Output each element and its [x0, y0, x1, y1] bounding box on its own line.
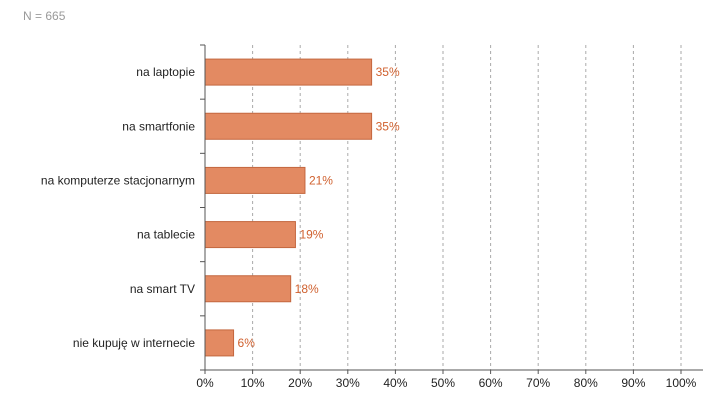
category-label: na tablecie [137, 228, 195, 242]
bar [204, 329, 235, 357]
bar [204, 58, 373, 86]
value-label: 6% [238, 336, 256, 350]
category-label: na smart TV [130, 282, 195, 296]
x-tick-label: 20% [288, 376, 312, 390]
x-tick-label: 90% [621, 376, 645, 390]
category-label: nie kupuję w internecie [73, 336, 195, 350]
bar [204, 166, 306, 194]
value-label: 35% [376, 65, 400, 79]
x-tick-label: 80% [574, 376, 598, 390]
bar [204, 112, 373, 140]
axes [200, 44, 703, 374]
value-label: 18% [295, 282, 319, 296]
x-tick-label: 70% [526, 376, 550, 390]
x-tick-label: 10% [241, 376, 265, 390]
bars [204, 58, 373, 357]
value-label: 21% [309, 173, 333, 187]
x-tick-label: 100% [666, 376, 697, 390]
value-label: 19% [299, 228, 323, 242]
bar [204, 221, 296, 249]
x-tick-label: 60% [479, 376, 503, 390]
x-tick-label: 0% [196, 376, 214, 390]
category-label: na laptopie [136, 65, 195, 79]
value-labels: 35% 35% 21% 19% 18% 6% [238, 65, 400, 350]
x-tick-label: 50% [431, 376, 455, 390]
category-labels: na laptopie na smartfonie na komputerze st… [41, 65, 195, 350]
sample-size-note: N = 665 [23, 9, 66, 23]
x-tick-label: 30% [336, 376, 360, 390]
category-label: na smartfonie [122, 119, 195, 133]
gridlines [252, 45, 682, 370]
x-tick-label: 40% [383, 376, 407, 390]
category-label: na komputerze stacjonarnym [41, 173, 195, 187]
value-label: 35% [376, 119, 400, 133]
bar [204, 275, 292, 303]
x-tick-labels: 0% 10% 20% 30% 40% 50% 60% 70% 80% 90% 100% [196, 376, 696, 390]
